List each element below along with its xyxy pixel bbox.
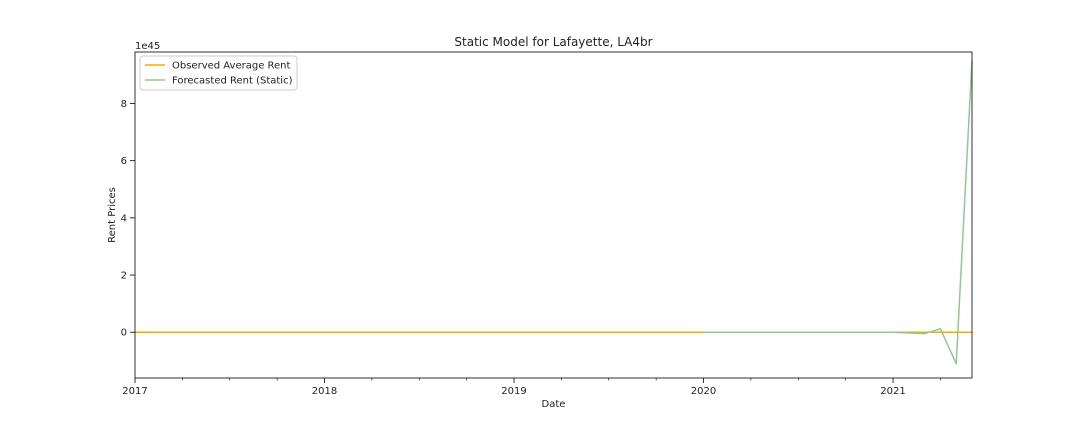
legend-box bbox=[139, 55, 298, 91]
legend-label-1: Observed Average Rent bbox=[172, 61, 291, 72]
y-tick-label: 0 bbox=[121, 328, 127, 339]
x-tick-label: 2020 bbox=[691, 386, 716, 397]
legend: Observed Average Rent Forecasted Rent (St… bbox=[139, 55, 298, 91]
legend-label-2: Forecasted Rent (Static) bbox=[172, 76, 293, 87]
y-tick-label: 8 bbox=[121, 99, 127, 110]
y-axis-label: Rent Prices bbox=[107, 187, 118, 243]
axes: 2017 2018 2019 2020 2021 0 2 4 6 8 bbox=[121, 99, 941, 397]
x-tick-label: 2021 bbox=[880, 386, 905, 397]
chart-title: Static Model for Lafayette, LA4br bbox=[454, 35, 652, 49]
x-tick-label: 2017 bbox=[122, 386, 147, 397]
x-tick-label: 2018 bbox=[312, 386, 337, 397]
x-axis-label: Date bbox=[542, 399, 566, 410]
y-tick-label: 4 bbox=[121, 213, 127, 224]
plot-frame bbox=[134, 51, 973, 379]
y-tick-label: 6 bbox=[121, 156, 127, 167]
y-offset-text: 1e45 bbox=[135, 41, 160, 52]
plot-area bbox=[135, 60, 973, 365]
x-tick-label: 2019 bbox=[501, 386, 526, 397]
series-line-2 bbox=[703, 60, 973, 365]
y-tick-label: 2 bbox=[121, 271, 127, 282]
